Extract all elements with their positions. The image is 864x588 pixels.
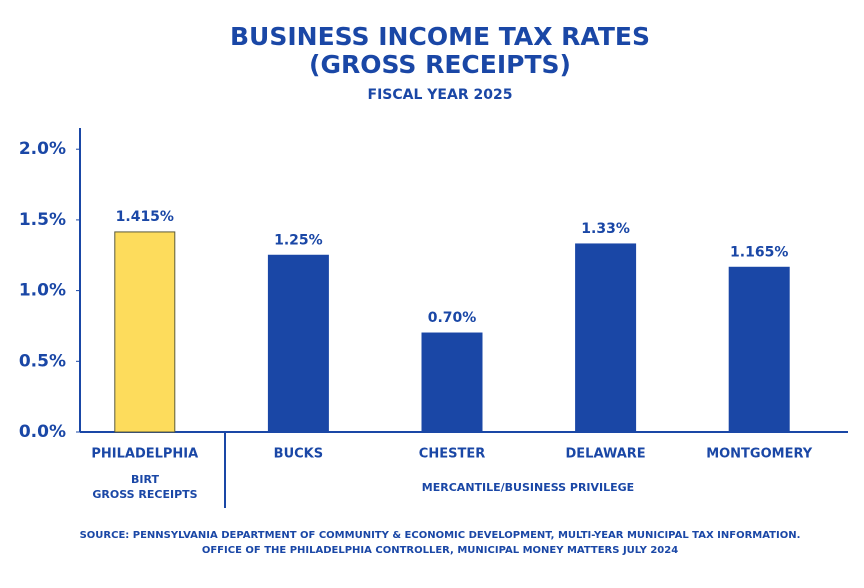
source: SOURCE: PENNSYLVANIA DEPARTMENT OF COMMU… bbox=[80, 530, 801, 541]
y-tick-label: 2.0% bbox=[19, 139, 66, 159]
chart-title: BUSINESS INCOME TAX RATES bbox=[230, 22, 650, 51]
y-tick-label: 0.5% bbox=[19, 351, 66, 371]
chart-subtitle: FISCAL YEAR 2025 bbox=[368, 87, 513, 103]
group-label: MERCANTILE/BUSINESS PRIVILEGE bbox=[422, 481, 634, 494]
bar bbox=[421, 332, 483, 433]
x-tick-label: CHESTER bbox=[419, 447, 485, 462]
x-tick-label: BUCKS bbox=[274, 447, 323, 462]
value-label: 0.70% bbox=[428, 310, 477, 326]
bar bbox=[114, 231, 176, 433]
x-tick-label: PHILADELPHIA bbox=[91, 447, 198, 462]
chart-title: (GROSS RECEIPTS) bbox=[309, 50, 571, 79]
x-tick-label: MONTGOMERY bbox=[706, 447, 813, 462]
y-tick-label: 1.5% bbox=[19, 210, 66, 230]
value-label: 1.25% bbox=[274, 232, 323, 248]
group-label: BIRT bbox=[131, 473, 159, 486]
bar bbox=[267, 254, 329, 433]
y-tick-label: 1.0% bbox=[19, 281, 66, 301]
bar bbox=[728, 266, 790, 433]
value-label: 1.415% bbox=[116, 209, 174, 225]
group-label: GROSS RECEIPTS bbox=[92, 488, 197, 501]
bar bbox=[575, 243, 637, 433]
source: OFFICE OF THE PHILADELPHIA CONTROLLER, M… bbox=[202, 545, 678, 556]
value-label: 1.33% bbox=[581, 221, 630, 237]
value-label: 1.165% bbox=[730, 244, 788, 260]
x-tick-label: DELAWARE bbox=[566, 447, 646, 462]
y-tick-label: 0.0% bbox=[19, 422, 66, 442]
